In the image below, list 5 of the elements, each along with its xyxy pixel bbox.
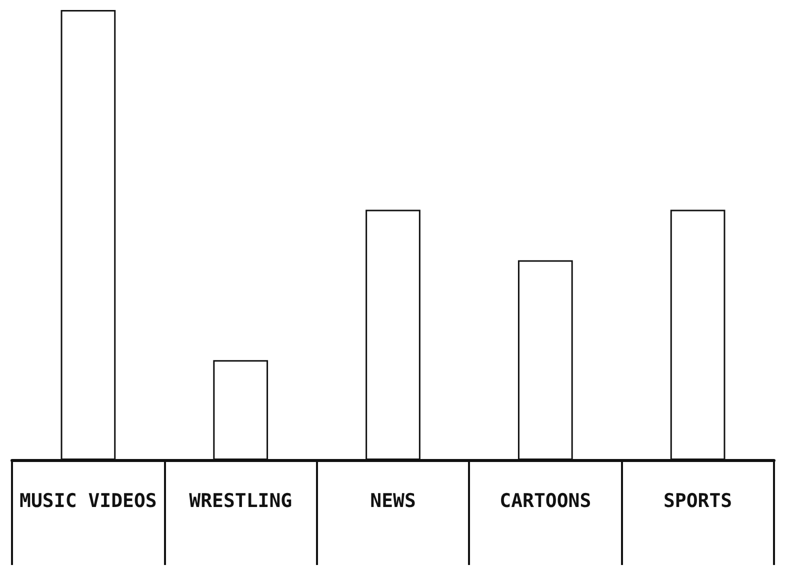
x-tick-label: SPORTS — [663, 490, 732, 512]
x-tick-label: CARTOONS — [500, 490, 592, 512]
x-tick-label: NEWS — [370, 490, 416, 512]
x-tick-label: WRESTLING — [189, 490, 292, 512]
x-tick-label: MUSIC VIDEOS — [20, 490, 157, 512]
